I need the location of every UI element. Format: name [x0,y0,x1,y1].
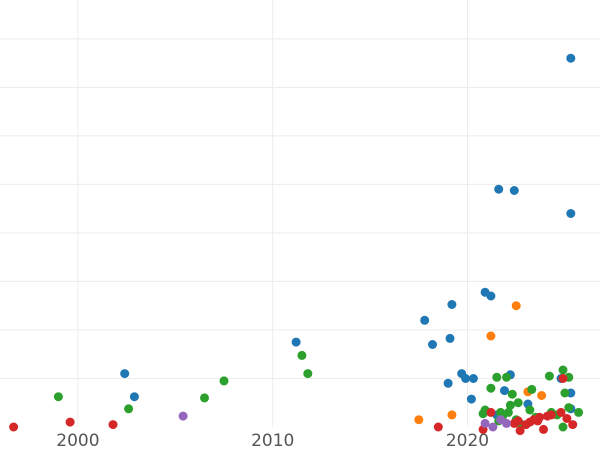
data-point [492,372,502,382]
data-point [496,407,506,417]
data-point [558,365,568,375]
data-points [9,53,584,436]
data-point [502,418,511,428]
data-point [566,53,576,63]
data-point [574,407,584,417]
data-point [542,411,552,421]
data-point [502,372,511,382]
data-point [558,374,568,383]
data-point [414,415,424,425]
data-point [433,422,443,432]
data-point [562,414,572,423]
data-point [486,407,496,417]
x-tick-label: 2020 [446,431,489,450]
data-point [533,416,543,426]
data-point [428,340,437,349]
data-point [564,403,574,413]
x-tick-label: 2010 [251,431,294,450]
data-point [297,350,307,360]
data-point [108,420,118,430]
data-point [513,398,523,408]
data-point [480,418,490,428]
data-point [568,420,578,430]
data-point [486,331,496,341]
data-point [560,388,570,398]
data-point [494,184,504,194]
data-point [178,411,188,421]
data-point [566,209,576,218]
data-point [488,422,498,432]
data-point [486,383,496,393]
data-point [511,301,521,311]
data-point [120,369,130,379]
data-point [466,394,476,404]
data-point [525,405,535,415]
data-point [447,410,457,420]
data-point [200,393,209,403]
data-point [461,374,471,383]
data-point [525,417,535,427]
data-point [507,389,517,399]
data-point [445,333,455,343]
data-point [219,376,229,386]
data-point [9,422,19,432]
data-point [65,417,75,427]
data-point [420,315,430,325]
data-point [503,407,513,417]
data-point [556,407,566,417]
data-point [539,424,548,434]
data-point [527,384,537,394]
data-point [291,337,301,347]
data-point [537,391,547,400]
data-point [509,186,519,195]
data-point [544,371,554,381]
x-tick-label: 2000 [56,431,99,450]
data-point [500,386,509,396]
data-point [505,400,515,410]
data-point [468,374,478,383]
data-point [129,392,139,402]
data-point [53,392,63,402]
data-point [443,378,453,388]
x-axis-ticks: 2000 2010 2020 [56,431,489,450]
grid-lines [0,0,600,427]
data-point [303,369,313,379]
data-point [124,404,134,414]
data-point [447,300,457,309]
data-point [515,426,525,436]
data-point [486,291,496,301]
data-point [509,418,519,428]
data-point [558,422,568,432]
